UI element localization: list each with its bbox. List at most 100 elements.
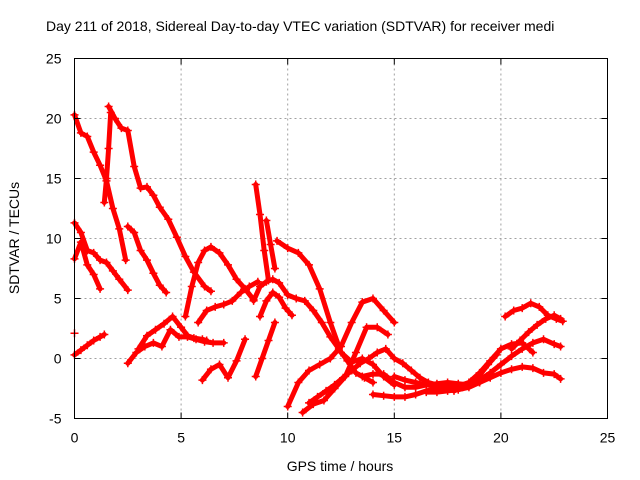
data-point (362, 323, 371, 332)
data-point (315, 360, 324, 369)
data-point (305, 260, 314, 269)
series-sat-11 (194, 277, 262, 327)
data-point (151, 325, 160, 334)
data-point (383, 330, 392, 339)
data-point (108, 266, 117, 275)
data-point (347, 366, 356, 375)
data-point (273, 236, 282, 245)
data-point (518, 344, 527, 353)
data-point (356, 359, 365, 368)
data-point (76, 128, 85, 137)
data-point (379, 370, 388, 379)
data-point (326, 318, 335, 327)
data-point (390, 354, 399, 363)
data-point (100, 330, 109, 339)
data-point (379, 391, 388, 400)
data-point (275, 278, 284, 287)
y-tick-label: 20 (46, 111, 62, 127)
series-sat-01 (70, 110, 130, 265)
data-point (219, 300, 228, 309)
data-point (96, 161, 105, 170)
data-point (390, 392, 399, 401)
data-point (533, 320, 542, 329)
series-sat-09 (134, 312, 211, 353)
data-point (89, 336, 98, 345)
data-point (224, 373, 233, 382)
data-point (264, 336, 273, 345)
data-point (115, 224, 124, 233)
data-point (339, 373, 348, 382)
data-point (509, 306, 518, 315)
data-point (104, 102, 113, 111)
data-point (181, 312, 190, 321)
x-tick-label: 20 (493, 430, 509, 446)
data-point (202, 336, 211, 345)
data-point (300, 296, 309, 305)
grid (74, 58, 608, 419)
series-trace (253, 182, 271, 283)
data-point (241, 335, 250, 344)
data-point (400, 392, 409, 401)
data-point (496, 368, 505, 377)
data-point (294, 378, 303, 387)
data-point (251, 180, 260, 189)
data-point (351, 368, 360, 377)
series-trace (274, 238, 397, 388)
data-point (270, 318, 279, 327)
data-point (322, 386, 331, 395)
series-sat-12 (198, 335, 250, 385)
series-sat-10 (181, 242, 258, 321)
data-point (130, 228, 139, 237)
data-point (475, 378, 484, 387)
data-point (556, 314, 565, 323)
data-point (142, 256, 151, 265)
data-point (136, 246, 145, 255)
data-point (443, 386, 452, 395)
data-point (556, 342, 565, 351)
data-point (305, 366, 314, 375)
data-point (102, 258, 111, 267)
data-point (283, 290, 292, 299)
data-point (317, 318, 326, 327)
series-sat-05 (70, 238, 105, 293)
data-point (160, 319, 169, 328)
data-point (539, 368, 548, 377)
data-point (142, 331, 151, 340)
data-point (422, 380, 431, 389)
series-sat-26 (501, 299, 567, 326)
data-point (249, 296, 258, 305)
data-point (309, 306, 318, 315)
data-point (292, 294, 301, 303)
data-point (187, 282, 196, 291)
data-point (183, 331, 192, 340)
data-point (209, 338, 218, 347)
data-point (215, 360, 224, 369)
data-point (496, 344, 505, 353)
data-point (149, 269, 158, 278)
data-point (347, 318, 356, 327)
data-point (232, 356, 241, 365)
data-point (526, 299, 535, 308)
y-tick-label: -5 (49, 411, 62, 427)
data-point (266, 240, 275, 249)
data-point (368, 390, 377, 399)
data-point (535, 302, 544, 311)
x-axis-title: GPS time / hours (287, 458, 394, 474)
y-tick-label: 15 (46, 171, 62, 187)
data-point (149, 338, 158, 347)
data-point (123, 126, 132, 135)
data-point (550, 370, 559, 379)
data-point (507, 365, 516, 374)
data-point (539, 335, 548, 344)
data-point (475, 368, 484, 377)
data-point (368, 378, 377, 387)
data-point (202, 306, 211, 315)
data-point (83, 132, 92, 141)
data-point (528, 364, 537, 373)
series-sat-27 (507, 311, 565, 353)
data-point (486, 356, 495, 365)
data-point (268, 288, 277, 297)
data-point (172, 233, 181, 242)
data-point (100, 198, 109, 207)
data-point (319, 396, 328, 405)
